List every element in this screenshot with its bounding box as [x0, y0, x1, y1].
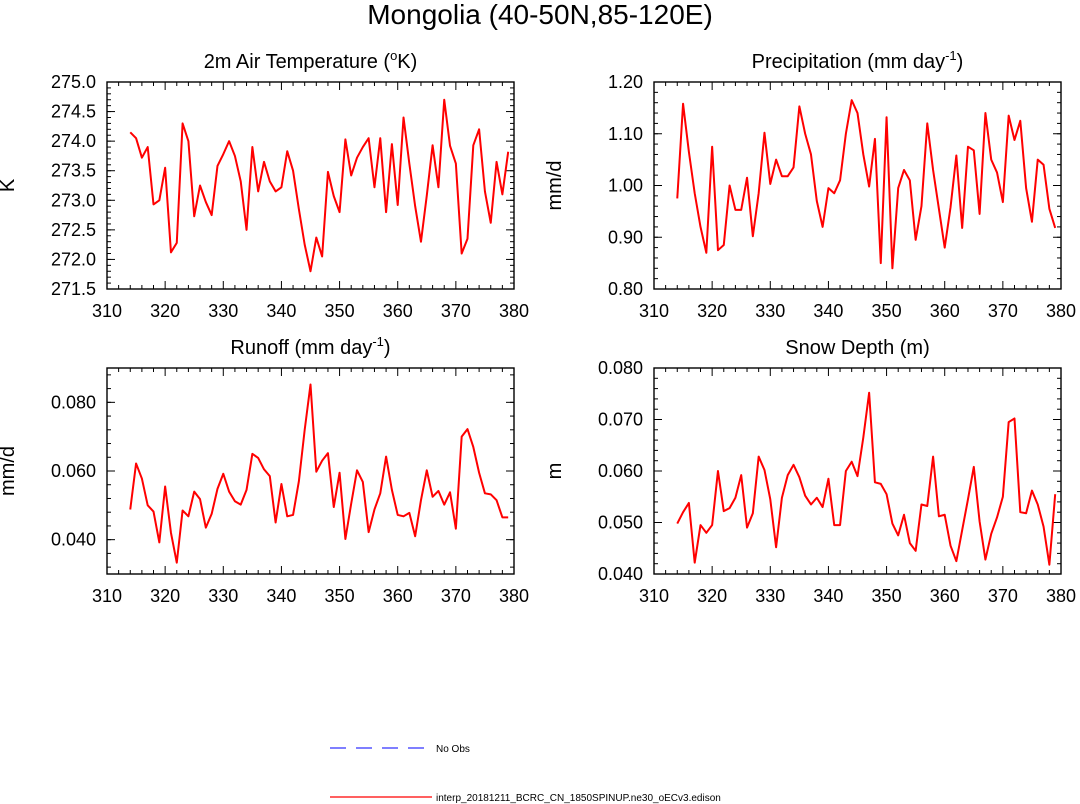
x-tick-label: 340	[813, 586, 843, 606]
x-tick-label: 330	[208, 586, 238, 606]
x-tick-label: 360	[383, 586, 413, 606]
x-tick-label: 370	[988, 586, 1018, 606]
y-tick-label: 0.90	[608, 227, 643, 247]
legend-label-model: interp_20181211_BCRC_CN_1850SPINUP.ne30_…	[436, 793, 721, 804]
panel-title: 2m Air Temperature (oK)	[204, 48, 418, 73]
x-tick-label: 310	[92, 301, 122, 321]
panel-title: Snow Depth (m)	[785, 337, 930, 359]
y-tick-label: 271.5	[51, 279, 96, 299]
y-tick-label: 1.00	[608, 176, 643, 196]
x-tick-label: 360	[930, 301, 960, 321]
x-tick-label: 330	[755, 301, 785, 321]
y-tick-label: 0.080	[598, 358, 643, 378]
x-tick-label: 340	[266, 586, 296, 606]
series-line	[129, 383, 509, 564]
y-tick-label: 274.0	[51, 131, 96, 151]
x-tick-label: 330	[755, 586, 785, 606]
x-tick-label: 310	[639, 301, 669, 321]
chart-panel: 310 320 330 340 350 360 370 380 0.80 0.90 1.00 1.10…	[544, 48, 1076, 321]
panel-title: Precipitation (mm day-1)	[752, 48, 964, 73]
y-tick-label: 272.0	[51, 249, 96, 269]
x-tick-label: 320	[150, 301, 180, 321]
y-tick-label: 0.060	[598, 461, 643, 481]
series-line	[676, 99, 1057, 270]
x-tick-label: 310	[639, 586, 669, 606]
x-tick-label: 350	[325, 301, 355, 321]
y-axis-label: mm/d	[544, 161, 566, 211]
y-tick-label: 274.5	[51, 102, 96, 122]
legend: No Obs interp_20181211_BCRC_CN_1850SPINU…	[330, 744, 721, 804]
x-tick-label: 310	[92, 586, 122, 606]
y-tick-label: 1.10	[608, 124, 643, 144]
y-tick-label: 1.20	[608, 72, 643, 92]
x-tick-label: 350	[325, 586, 355, 606]
x-tick-label: 340	[813, 301, 843, 321]
x-tick-label: 360	[383, 301, 413, 321]
x-tick-label: 320	[697, 301, 727, 321]
x-tick-label: 350	[872, 586, 902, 606]
y-tick-label: 0.080	[51, 392, 96, 412]
chart-panel: 310 320 330 340 350 360 370 380 0.040 0.060 0.080 m…	[0, 334, 529, 606]
series-line	[129, 98, 510, 273]
y-tick-label: 0.050	[598, 513, 643, 533]
panel-title: Runoff (mm day-1)	[230, 334, 390, 359]
y-tick-label: 273.0	[51, 190, 96, 210]
y-tick-label: 0.070	[598, 410, 643, 430]
y-tick-label: 0.040	[51, 530, 96, 550]
y-axis-label: m	[544, 463, 566, 480]
series-line	[676, 391, 1057, 566]
x-tick-label: 380	[1046, 586, 1076, 606]
chart-panel: 310 320 330 340 350 360 370 380 271.5 272.0 272.5 2…	[0, 48, 529, 321]
y-axis-label: mm/d	[0, 446, 19, 496]
x-tick-label: 350	[872, 301, 902, 321]
x-tick-label: 380	[499, 586, 529, 606]
chart-panel: 310 320 330 340 350 360 370 380 0.040 0.050 0.060 0…	[544, 337, 1076, 606]
y-tick-label: 273.5	[51, 161, 96, 181]
y-tick-label: 272.5	[51, 220, 96, 240]
x-tick-label: 380	[499, 301, 529, 321]
y-tick-label: 0.060	[51, 461, 96, 481]
y-tick-label: 0.80	[608, 279, 643, 299]
x-tick-label: 370	[988, 301, 1018, 321]
figure-title: Mongolia (40-50N,85-120E)	[367, 0, 713, 30]
x-tick-label: 380	[1046, 301, 1076, 321]
chart-panels: 310 320 330 340 350 360 370 380 271.5 272.0 272.5 2…	[0, 48, 1076, 606]
x-tick-label: 330	[208, 301, 238, 321]
y-axis-label: K	[0, 178, 19, 192]
x-tick-label: 340	[266, 301, 296, 321]
x-tick-label: 360	[930, 586, 960, 606]
x-tick-label: 370	[441, 301, 471, 321]
y-tick-label: 0.040	[598, 564, 643, 584]
x-tick-label: 370	[441, 586, 471, 606]
x-tick-label: 320	[697, 586, 727, 606]
x-tick-label: 320	[150, 586, 180, 606]
plot-frame	[106, 81, 515, 290]
y-tick-label: 275.0	[51, 72, 96, 92]
legend-label-no-obs: No Obs	[436, 744, 470, 755]
